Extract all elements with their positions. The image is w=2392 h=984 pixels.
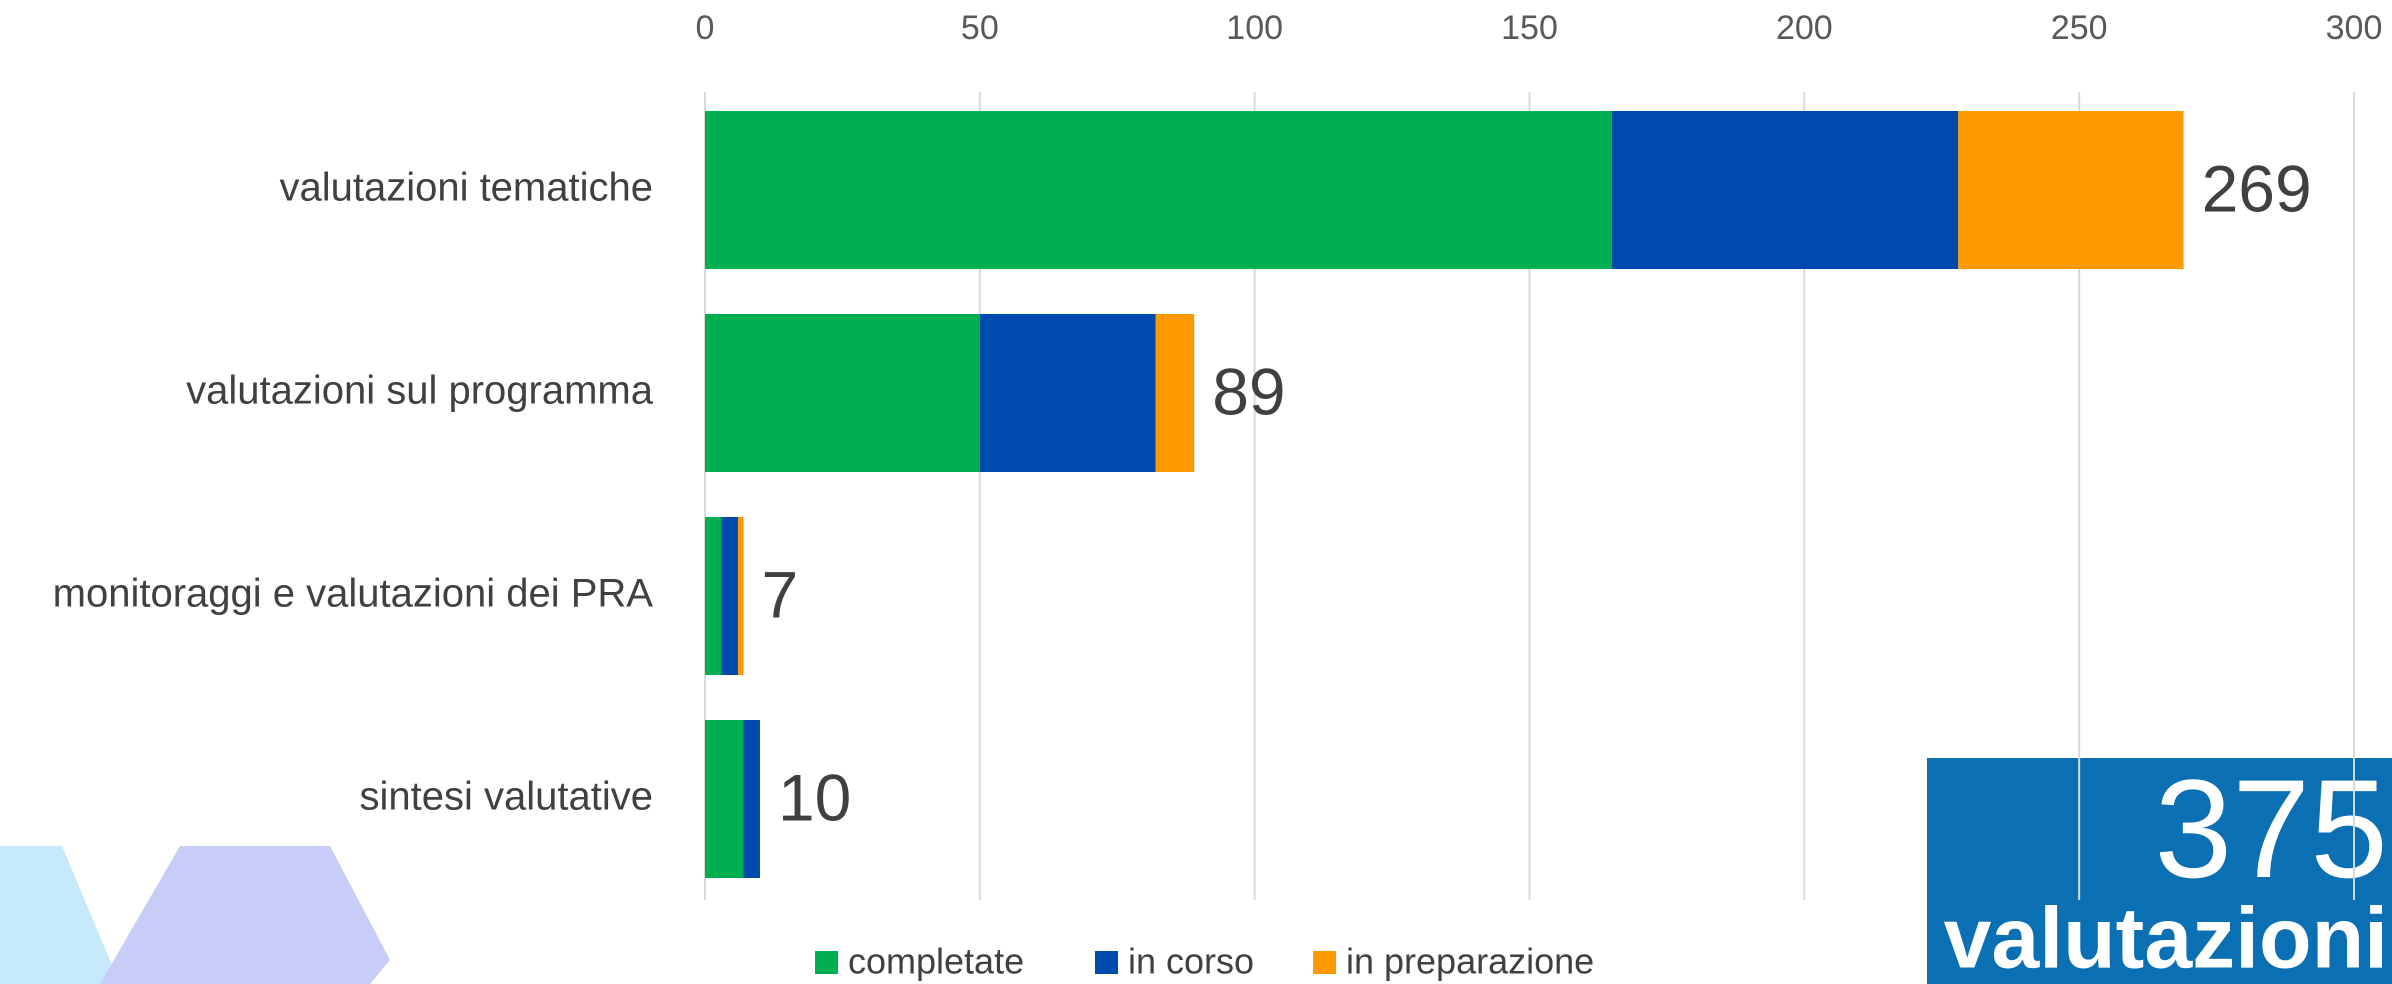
legend-label: in corso (1128, 941, 1254, 982)
legend-swatch (1095, 951, 1118, 974)
bar-segment (743, 720, 760, 878)
legend-label: completate (848, 941, 1024, 982)
badge-label: valutazioni (1944, 891, 2388, 984)
badge (1927, 758, 2392, 984)
badge-number: 375 (2154, 750, 2388, 907)
total-label: 269 (2202, 151, 2312, 225)
bar-segment (705, 314, 980, 472)
y-tick-label: sintesi valutative (360, 775, 653, 819)
legend-swatch (815, 951, 838, 974)
bar-segment (1958, 111, 2184, 269)
bar-segment (737, 517, 744, 675)
decoration (0, 846, 120, 984)
bar-segment (705, 720, 744, 878)
x-tick-label: 250 (2051, 9, 2108, 47)
bar-segment (705, 517, 722, 675)
total-label: 7 (761, 557, 798, 631)
legend-label: in preparazione (1346, 941, 1594, 982)
x-tick-label: 200 (1776, 9, 1833, 47)
x-tick-label: 150 (1501, 9, 1558, 47)
x-tick-label: 50 (961, 9, 999, 47)
total-label: 89 (1212, 354, 1285, 428)
legend-swatch (1313, 951, 1336, 974)
x-tick-label: 100 (1226, 9, 1283, 47)
x-tick-label: 300 (2326, 9, 2383, 47)
x-tick-label: 0 (696, 9, 715, 47)
bar-segment (1155, 314, 1195, 472)
bar-segment (979, 314, 1156, 472)
total-label: 10 (778, 760, 851, 834)
y-tick-label: monitoraggi e valutazioni dei PRA (53, 572, 654, 616)
bar-segment (721, 517, 738, 675)
y-tick-label: valutazioni tematiche (279, 166, 653, 210)
y-tick-label: valutazioni sul programma (186, 369, 654, 413)
decoration (100, 846, 390, 984)
bar-segment (1611, 111, 1959, 269)
bar-segment (705, 111, 1612, 269)
